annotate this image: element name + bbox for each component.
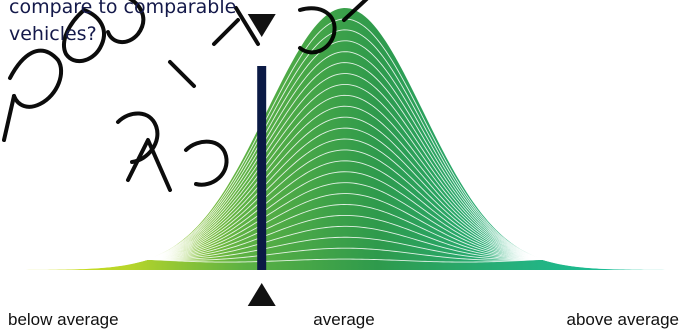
below-average-label: below average [8, 310, 119, 329]
question-line-2: vehicles? [9, 23, 97, 45]
question-line-1: compare to comparable [9, 0, 237, 18]
current-price-marker [257, 66, 267, 270]
average-label: average [313, 310, 375, 329]
curve-contour-line [7, 251, 681, 263]
question-text: compare to comparable vehicles? [9, 0, 264, 48]
distribution-curve [7, 8, 681, 271]
marker-triangle-down-icon [247, 14, 276, 37]
above-average-label: above average [566, 310, 679, 329]
marker-triangle-up-icon [247, 283, 276, 306]
watermark [2, 0, 369, 192]
